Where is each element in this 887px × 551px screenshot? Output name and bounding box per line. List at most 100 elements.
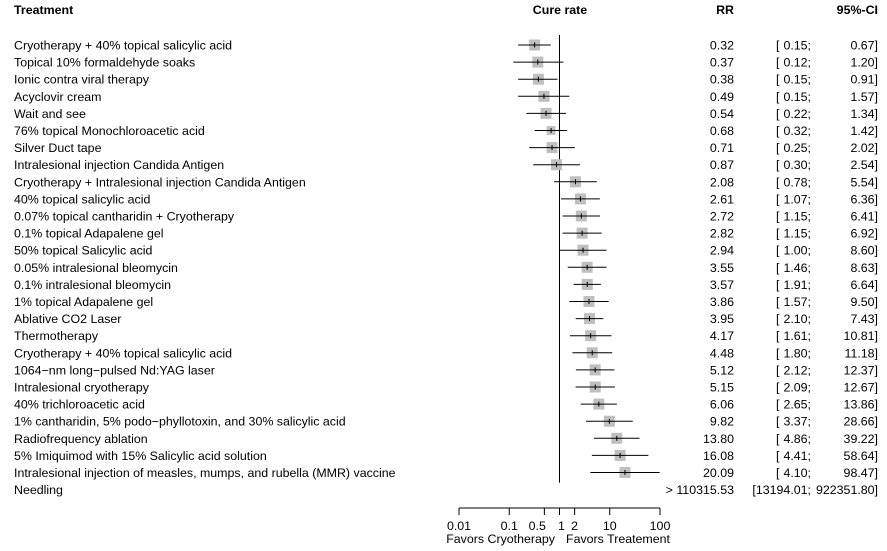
row-label: 1064−nm long−pulsed Nd:YAG laser — [14, 363, 215, 377]
row-ci-upper: 6.36] — [850, 192, 878, 206]
forest-row: Ablative CO2 Laser 3.95 [2.10; 7.43] — [14, 312, 878, 326]
row-label: Ablative CO2 Laser — [14, 312, 121, 326]
forest-row: Cryotherapy + Intralesional injection Ca… — [14, 175, 878, 189]
forest-row: Intralesional injection of measles, mump… — [14, 466, 878, 480]
row-ci-lower: 4.10; — [783, 466, 811, 480]
x-tick-label: 0.1 — [501, 519, 518, 533]
row-ci-upper: 1.34] — [850, 107, 878, 121]
row-rr-value: 0.37 — [710, 56, 734, 70]
x-tick-label: 0.5 — [529, 519, 546, 533]
row-rr-value: 3.57 — [710, 278, 734, 292]
forest-row: Acyclovir cream 0.49 [0.15; 1.57] — [14, 90, 878, 104]
row-ci-bracket: [ — [776, 210, 780, 224]
row-ci-upper: 1.57] — [850, 90, 878, 104]
row-ci-lower: 1.80; — [783, 346, 811, 360]
row-ci-lower: 1.61; — [783, 329, 811, 343]
forest-row: Ionic contra viral therapy 0.38 [0.15; 0.91… — [14, 73, 878, 87]
header-treatment: Treatment — [14, 3, 73, 17]
favors-cryotherapy-label: Favors Cryotherapy — [446, 532, 556, 546]
forest-row: Wait and see 0.54 [0.22; 1.34] — [14, 107, 878, 121]
row-rr-value: 3.55 — [710, 261, 734, 275]
row-ci-lower: 1.46; — [783, 261, 811, 275]
row-ci-lower: 0.25; — [783, 141, 811, 155]
row-ci-upper: 9.50] — [850, 295, 878, 309]
row-ci-bracket: [ — [776, 158, 780, 172]
row-rr-value: 0.68 — [710, 124, 734, 138]
row-ci-upper: 13.86] — [844, 398, 878, 412]
row-rr-value: > 110315.53 — [666, 483, 734, 497]
row-ci-upper: 58.64] — [844, 449, 878, 463]
row-ci-bracket: [ — [776, 124, 780, 138]
row-ci-bracket: [ — [776, 192, 780, 206]
forest-row: Radiofrequency ablation 13.80 [4.86; 39.22] — [14, 432, 878, 446]
row-ci-bracket: [ — [776, 363, 780, 377]
row-label: Wait and see — [14, 107, 86, 121]
row-label: Intralesional injection of measles, mump… — [14, 466, 396, 480]
favors-treatment-label: Favors Treatement — [566, 532, 671, 546]
x-tick-label: 2 — [571, 519, 578, 533]
row-label: Cryotherapy + Intralesional injection Ca… — [14, 175, 306, 189]
row-ci-lower: 2.12; — [783, 363, 811, 377]
row-label: Intralesional cryotherapy — [14, 381, 150, 395]
forest-row: Topical 10% formaldehyde soaks 0.37 [0.12;… — [14, 56, 878, 70]
row-ci-upper: 12.37] — [844, 363, 878, 377]
row-ci-upper: 2.02] — [850, 141, 878, 155]
row-ci-lower: 1.15; — [783, 227, 811, 241]
forest-row: 1064−nm long−pulsed Nd:YAG laser 5.12 [2.1… — [14, 363, 878, 377]
row-ci-lower: 2.65; — [783, 398, 811, 412]
row-label: Radiofrequency ablation — [14, 432, 148, 446]
row-label: Thermotherapy — [14, 329, 99, 343]
row-ci-upper: 39.22] — [844, 432, 878, 446]
row-ci-bracket: [ — [776, 175, 780, 189]
forest-row: Silver Duct tape 0.71 [0.25; 2.02] — [14, 141, 878, 155]
row-ci-upper: 11.18] — [844, 346, 878, 360]
x-tick-label: 10 — [603, 519, 617, 533]
row-ci-lower: 1.91; — [783, 278, 811, 292]
row-ci-bracket: [ — [776, 466, 780, 480]
row-ci-lower: 1.00; — [783, 244, 811, 258]
x-tick-label: 1 — [558, 519, 565, 533]
row-label: Intralesional injection Candida Antigen — [14, 158, 224, 172]
row-label: 0.1% topical Adapalene gel — [14, 227, 164, 241]
row-label: 0.1% intralesional bleomycin — [14, 278, 171, 292]
row-ci-upper: 1.42] — [850, 124, 878, 138]
row-label: 1% cantharidin, 5% podo−phyllotoxin, and… — [14, 415, 346, 429]
row-label: Acyclovir cream — [14, 90, 101, 104]
forest-row: Cryotherapy + 40% topical salicylic acid… — [14, 39, 878, 53]
row-ci-lower: 1.15; — [783, 210, 811, 224]
row-ci-lower: 0.78; — [783, 175, 811, 189]
row-ci-bracket: [ — [776, 244, 780, 258]
row-ci-upper: 6.41] — [850, 210, 878, 224]
forest-row: 0.05% intralesional bleomycin 3.55 [1.46; 8… — [14, 261, 878, 275]
row-label: 0.07% topical cantharidin + Cryotherapy — [14, 210, 235, 224]
row-rr-value: 0.54 — [710, 107, 734, 121]
x-axis: 0.01 0.1 0.5 1 2 10 100 — [447, 507, 670, 533]
row-ci-lower: 0.15; — [783, 39, 811, 53]
row-ci-upper: 2.54] — [850, 158, 878, 172]
forest-row: 0.1% intralesional bleomycin 3.57 [1.91; 6.… — [14, 278, 878, 292]
row-ci-bracket: [ — [776, 381, 780, 395]
row-label: 76% topical Monochloroacetic acid — [14, 124, 205, 138]
row-rr-value: 20.09 — [703, 466, 734, 480]
row-rr-value: 2.94 — [710, 244, 734, 258]
row-rr-value: 2.08 — [710, 175, 734, 189]
row-ci-upper: 28.66] — [844, 415, 878, 429]
row-ci-lower: 0.30; — [783, 158, 811, 172]
row-ci-bracket: [ — [776, 346, 780, 360]
row-ci-lower: 2.09; — [783, 381, 811, 395]
row-ci-lower: 1.07; — [783, 192, 811, 206]
forest-row: 0.1% topical Adapalene gel 2.82 [1.15; 6.92… — [14, 227, 878, 241]
row-ci-lower: 0.32; — [783, 124, 811, 138]
row-ci-bracket: [ — [776, 415, 780, 429]
forest-row: 76% topical Monochloroacetic acid 0.68 [0.… — [14, 124, 878, 138]
forest-row: Needling > 110315.53 [13194.01; 922351.80] — [14, 483, 878, 497]
row-ci-upper: 0.67] — [850, 39, 878, 53]
row-ci-bracket: [ — [776, 261, 780, 275]
row-label: 40% trichloroacetic acid — [14, 398, 145, 412]
row-ci-lower: [13194.01; — [752, 483, 811, 497]
row-ci-upper: 5.54] — [850, 175, 878, 189]
row-label: 0.05% intralesional bleomycin — [14, 261, 178, 275]
row-ci-bracket: [ — [776, 90, 780, 104]
forest-row: 5% Imiquimod with 15% Salicylic acid sol… — [14, 449, 878, 463]
row-rr-value: 0.49 — [710, 90, 734, 104]
